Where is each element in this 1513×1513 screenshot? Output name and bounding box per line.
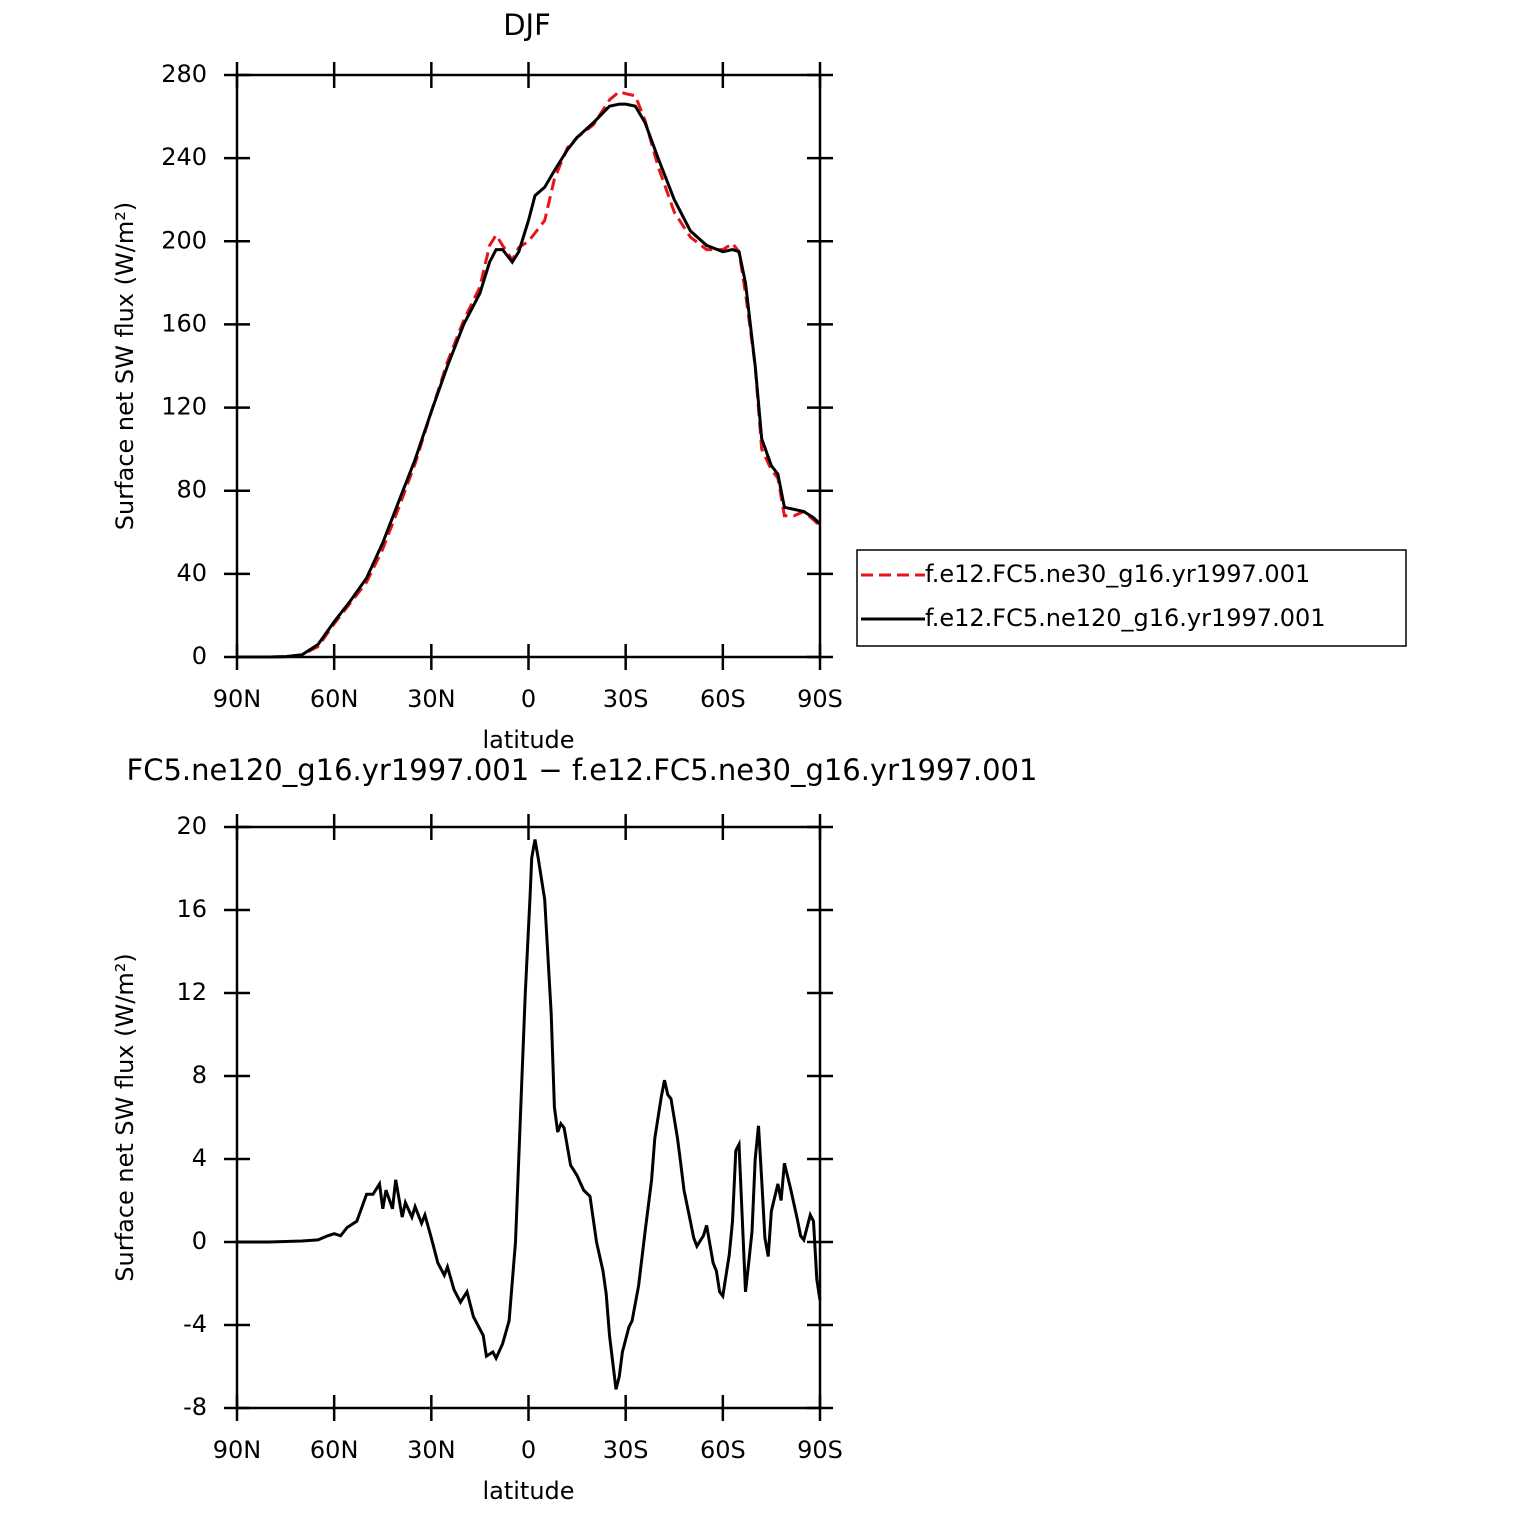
x-tick-label: 30S	[603, 685, 649, 713]
y-tick-label: 20	[176, 812, 207, 840]
y-tick-label: 12	[176, 978, 207, 1006]
y-tick-label: 200	[161, 226, 207, 254]
x-tick-label: 0	[521, 685, 536, 713]
x-tick-label: 60N	[310, 1436, 359, 1464]
data-line	[237, 102, 822, 659]
y-axis-label: Surface net SW flux (W/m²)	[111, 953, 139, 1281]
y-tick-label: 80	[176, 476, 207, 504]
x-tick-label: 60S	[700, 1436, 746, 1464]
chart-title: FC5.ne120_g16.yr1997.001 − f.e12.FC5.ne3…	[127, 753, 1038, 787]
plot-frame	[235, 73, 822, 659]
x-tick-label: 30N	[407, 1436, 456, 1464]
x-tick-label: 90S	[797, 685, 843, 713]
x-axis-label: latitude	[482, 726, 574, 754]
y-tick-label: 40	[176, 559, 207, 587]
x-tick-label: 30S	[603, 1436, 649, 1464]
legend-label: f.e12.FC5.ne30_g16.yr1997.001	[925, 560, 1310, 588]
x-tick-label: 30N	[407, 685, 456, 713]
y-tick-label: 0	[192, 642, 207, 670]
x-axis-label: latitude	[482, 1477, 574, 1505]
x-tick-label: 60S	[700, 685, 746, 713]
y-tick-label: 16	[176, 895, 207, 923]
x-tick-label: 90S	[797, 1436, 843, 1464]
y-tick-label: -4	[183, 1310, 207, 1338]
legend-box	[856, 549, 1407, 647]
x-tick-label: 90N	[213, 685, 262, 713]
chart-title: DJF	[503, 8, 551, 42]
y-tick-label: 280	[161, 60, 207, 88]
y-tick-label: 8	[192, 1061, 207, 1089]
data-line	[237, 89, 822, 659]
x-tick-label: 60N	[310, 685, 359, 713]
y-tick-label: 0	[192, 1227, 207, 1255]
legend-label: f.e12.FC5.ne120_g16.yr1997.001	[925, 604, 1326, 632]
y-tick-label: 120	[161, 393, 207, 421]
x-tick-label: 90N	[213, 1436, 262, 1464]
y-axis-label: Surface net SW flux (W/m²)	[111, 202, 139, 530]
y-tick-label: 4	[192, 1144, 207, 1172]
y-tick-label: 160	[161, 309, 207, 337]
y-tick-label: -8	[183, 1393, 207, 1421]
x-tick-label: 0	[521, 1436, 536, 1464]
data-line	[237, 839, 822, 1390]
y-tick-label: 240	[161, 143, 207, 171]
